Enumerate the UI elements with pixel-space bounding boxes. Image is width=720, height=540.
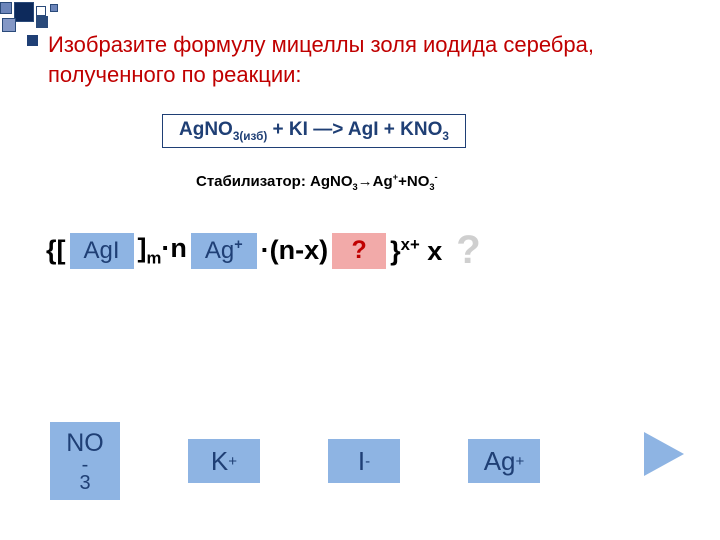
formula-open: {[ [46,235,66,266]
answer-option-k[interactable]: K+ [188,439,260,483]
answer-options: NO - 3 K+ I- Ag+ [50,422,540,500]
next-arrow-button[interactable] [644,432,684,476]
title-bullet [27,35,38,46]
reaction-equation: AgNO3(изб) + KI —> AgI + KNO3 [162,114,466,148]
outer-question-icon: ? [456,228,480,273]
answer-option-no3[interactable]: NO - 3 [50,422,120,500]
formula-seg1: ]m·n [138,233,187,268]
task-title: Изобразите формулу мицеллы золя иодида с… [48,30,688,89]
stabilizer-text: Стабилизатор: AgNO3→Ag++NO3- [196,172,438,192]
answer-option-ag[interactable]: Ag+ [468,439,540,483]
formula-slot-1[interactable]: AgI [70,233,134,269]
formula-seg2: ·(n-x) [261,235,328,266]
formula-slot-3-unknown[interactable]: ? [332,233,386,269]
formula-slot-2[interactable]: Ag+ [191,233,257,269]
formula-close: }x+ x [390,235,442,267]
micelle-formula: {[ AgI ]m·n Ag+ ·(n-x) ? }x+ x ? [46,228,481,273]
answer-option-i[interactable]: I- [328,439,400,483]
